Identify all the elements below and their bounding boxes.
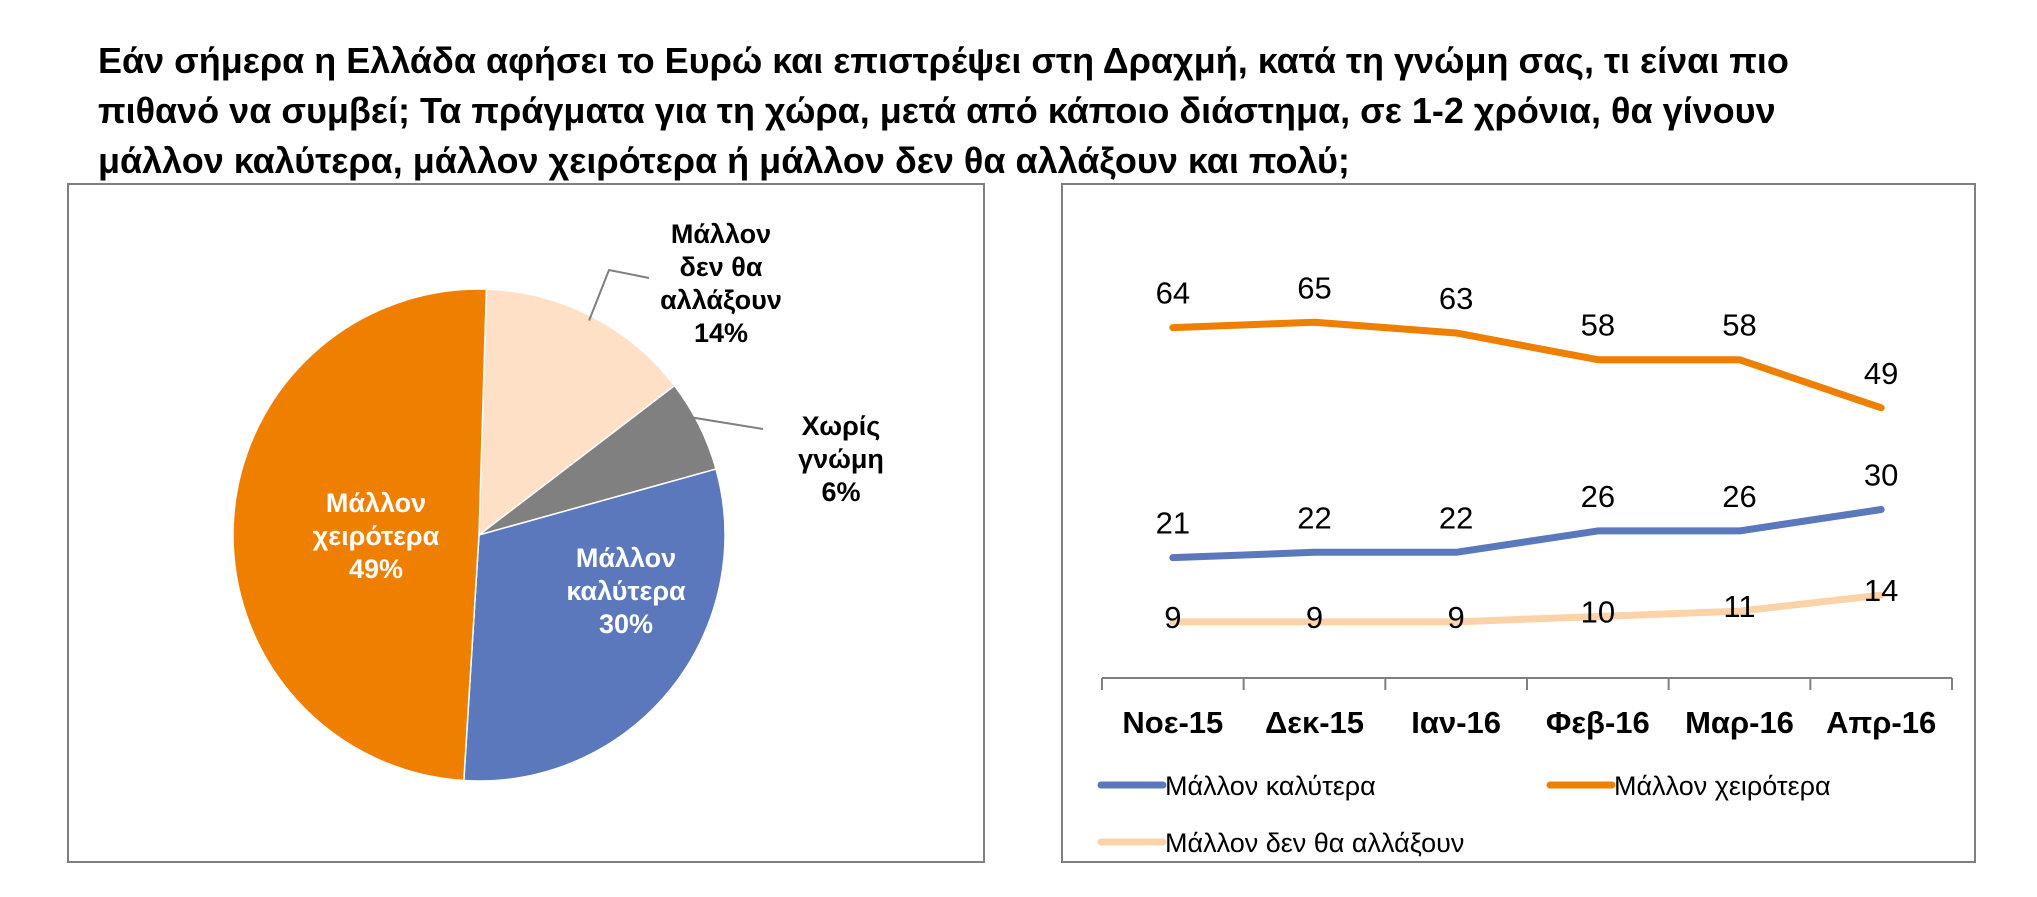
pie-leader-line-0	[588, 268, 650, 321]
pie-chart-panel: Μάλλον δεν θα αλλάξουν 14% Χωρίς γνώμη 6% Μάλλο…	[67, 183, 985, 863]
pie-leader-line-1	[687, 415, 764, 430]
x-tick-label-5: Απρ-16	[1826, 705, 1936, 740]
x-tick-label-2: Ιαν-16	[1411, 705, 1501, 740]
data-label-s2-1: 9	[1306, 600, 1323, 635]
pie-value-label-2: 30%	[599, 609, 653, 639]
pie-category-label-0: Μάλλον	[671, 219, 771, 249]
data-label-s1-5: 49	[1864, 356, 1898, 391]
series-line-2	[1169, 591, 1885, 626]
title-line-3: μάλλον καλύτερα, μάλλον χειρότερα ή μάλλ…	[98, 140, 1350, 181]
data-label-s2-3: 10	[1581, 595, 1615, 630]
x-tick-label-3: Φεβ-16	[1546, 705, 1650, 740]
data-label-s1-0: 64	[1156, 276, 1190, 311]
data-label-s1-3: 58	[1581, 308, 1615, 343]
data-label-s0-5: 30	[1864, 458, 1898, 493]
line-chart-panel: Νοε-15 Δεκ-15 Ιαν-16 Φεβ-16 Μαρ-16 Απρ-16 21 22…	[1061, 183, 1976, 863]
data-label-s2-0: 9	[1164, 600, 1181, 635]
data-label-s0-0: 21	[1156, 506, 1190, 541]
legend-label-1: Μάλλον χειρότερα	[1614, 771, 1831, 801]
data-label-s2-4: 11	[1723, 589, 1755, 624]
pie-category-label-3: χειρότερα	[313, 521, 440, 551]
data-label-s0-3: 26	[1581, 479, 1615, 514]
data-label-s2-5: 14	[1864, 573, 1898, 608]
data-label-s1-2: 63	[1439, 281, 1473, 316]
x-tick-label-1: Δεκ-15	[1265, 705, 1364, 740]
pie-category-label-1: Χωρίς	[802, 411, 881, 441]
pie-value-label-0: 14%	[694, 318, 748, 348]
pie-category-label-2: Μάλλον	[576, 543, 676, 573]
x-tick-label-4: Μαρ-16	[1685, 705, 1794, 740]
data-label-s0-4: 26	[1722, 479, 1756, 514]
legend-label-2: Μάλλον δεν θα αλλάξουν	[1165, 828, 1464, 858]
title-line-2: πιθανό να συμβεί; Τα πράγματα για τη χώρ…	[98, 90, 1776, 131]
data-label-s1-1: 65	[1297, 270, 1331, 305]
pie-category-label-1: γνώμη	[798, 444, 884, 474]
pie-value-label-3: 49%	[349, 554, 403, 584]
x-tick-label-0: Νοε-15	[1122, 705, 1223, 740]
pie-category-label-2: καλύτερα	[566, 576, 686, 606]
pie-category-label-0: αλλάξουν	[660, 285, 782, 315]
title-line-1: Εάν σήμερα η Ελλάδα αφήσει το Ευρώ και ε…	[98, 40, 1789, 81]
data-label-s2-2: 9	[1448, 600, 1465, 635]
pie-slice-2	[463, 468, 726, 782]
data-label-s0-1: 22	[1297, 500, 1331, 535]
data-label-s1-4: 58	[1722, 308, 1756, 343]
pie-slice-3	[232, 288, 488, 782]
series-line-0	[1169, 506, 1885, 562]
pie-category-label-3: Μάλλον	[326, 488, 426, 518]
series-line-1	[1169, 318, 1885, 412]
chart-title: Εάν σήμερα η Ελλάδα αφήσει το Ευρώ και ε…	[98, 36, 1978, 186]
pie-value-label-1: 6%	[821, 477, 860, 507]
line-chart: Νοε-15 Δεκ-15 Ιαν-16 Φεβ-16 Μαρ-16 Απρ-16 21 22…	[1097, 270, 1953, 858]
data-label-s0-2: 22	[1439, 500, 1473, 535]
pie-category-label-0: δεν θα	[680, 252, 763, 282]
legend-label-0: Μάλλον καλύτερα	[1165, 771, 1376, 801]
